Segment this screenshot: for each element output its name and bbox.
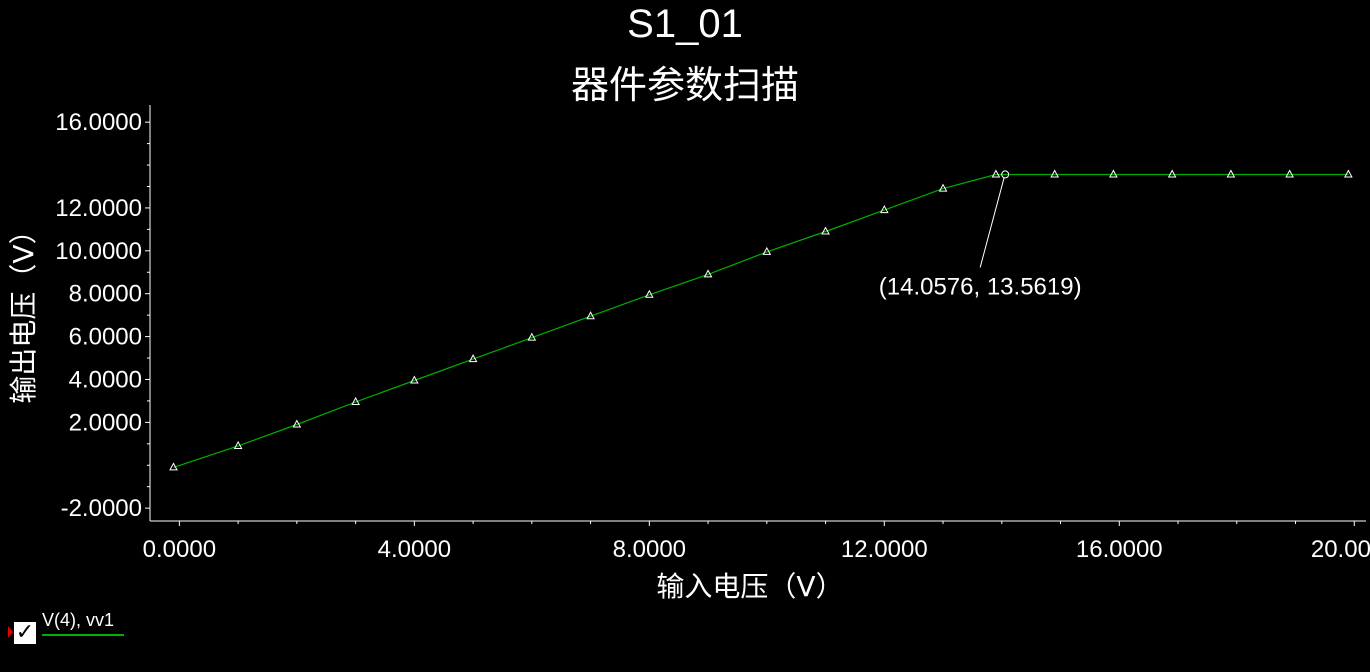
- data-point: [991, 169, 1001, 178]
- series-group: [169, 169, 1353, 471]
- y-tick-label: 8.0000: [69, 281, 142, 308]
- y-tick-label: 16.0000: [55, 109, 142, 136]
- axes: [149, 105, 1366, 522]
- data-point: [821, 226, 830, 235]
- data-point: [1226, 169, 1236, 178]
- annotation: (14.0576, 13.5619): [879, 170, 1082, 300]
- y-tick-label: 6.0000: [69, 324, 142, 351]
- data-point: [644, 289, 654, 298]
- data-point: [410, 375, 419, 384]
- y-tick-label: 10.0000: [55, 238, 142, 265]
- legend-marker-icon: [8, 626, 14, 638]
- y-tick-label: 2.0000: [69, 409, 142, 436]
- annotation-leader: [979, 177, 1005, 268]
- x-ticks: 0.0000 4.0000 8.0000 12.0000 16.0000 20.0000: [143, 521, 1370, 563]
- data-point: [233, 440, 243, 449]
- data-point: [1050, 169, 1059, 178]
- x-axis-label: 输入电压（V）: [656, 570, 844, 603]
- x-tick-label: 8.0000: [613, 536, 686, 563]
- data-point: [1285, 169, 1294, 178]
- x-tick-label: 12.0000: [841, 536, 928, 563]
- data-point: [1109, 169, 1118, 178]
- data-point: [938, 183, 948, 192]
- data-point: [703, 269, 713, 278]
- legend: ✓ V(4), vv1: [8, 608, 124, 644]
- data-point: [1344, 169, 1353, 178]
- data-point: [879, 205, 889, 214]
- data-point: [586, 311, 595, 320]
- data-point: [351, 396, 360, 405]
- chart-title: S1_01: [627, 2, 743, 46]
- data-point: [292, 419, 302, 428]
- x-tick-label: 20.0000: [1311, 536, 1370, 563]
- y-tick-label: -2.0000: [61, 495, 142, 522]
- legend-entry-label: V(4), vv1: [42, 610, 115, 630]
- data-point: [169, 462, 178, 471]
- annotation-point: [1001, 170, 1010, 179]
- data-point: [527, 332, 537, 341]
- chart-subtitle: 器件参数扫描: [570, 63, 799, 107]
- x-tick-label: 16.0000: [1076, 536, 1163, 563]
- annotation-label: (14.0576, 13.5619): [879, 273, 1082, 300]
- y-ticks: -2.0000 2.0000 4.0000 6.0000 8.0000 10.0000 12…: [55, 109, 150, 522]
- y-tick-label: 4.0000: [69, 366, 142, 393]
- data-point: [1167, 169, 1177, 178]
- x-tick-label: 0.0000: [143, 536, 216, 563]
- y-tick-label: 12.0000: [55, 195, 142, 222]
- x-tick-label: 4.0000: [378, 536, 451, 563]
- series-line: [173, 173, 1349, 468]
- data-point: [468, 354, 478, 363]
- legend-entry: V(4), vv1: [42, 610, 124, 636]
- y-axis-label: 输出电压（V）: [7, 216, 40, 404]
- legend-swatch: [42, 634, 124, 636]
- legend-checkbox[interactable]: ✓: [14, 620, 36, 645]
- data-point: [762, 246, 772, 255]
